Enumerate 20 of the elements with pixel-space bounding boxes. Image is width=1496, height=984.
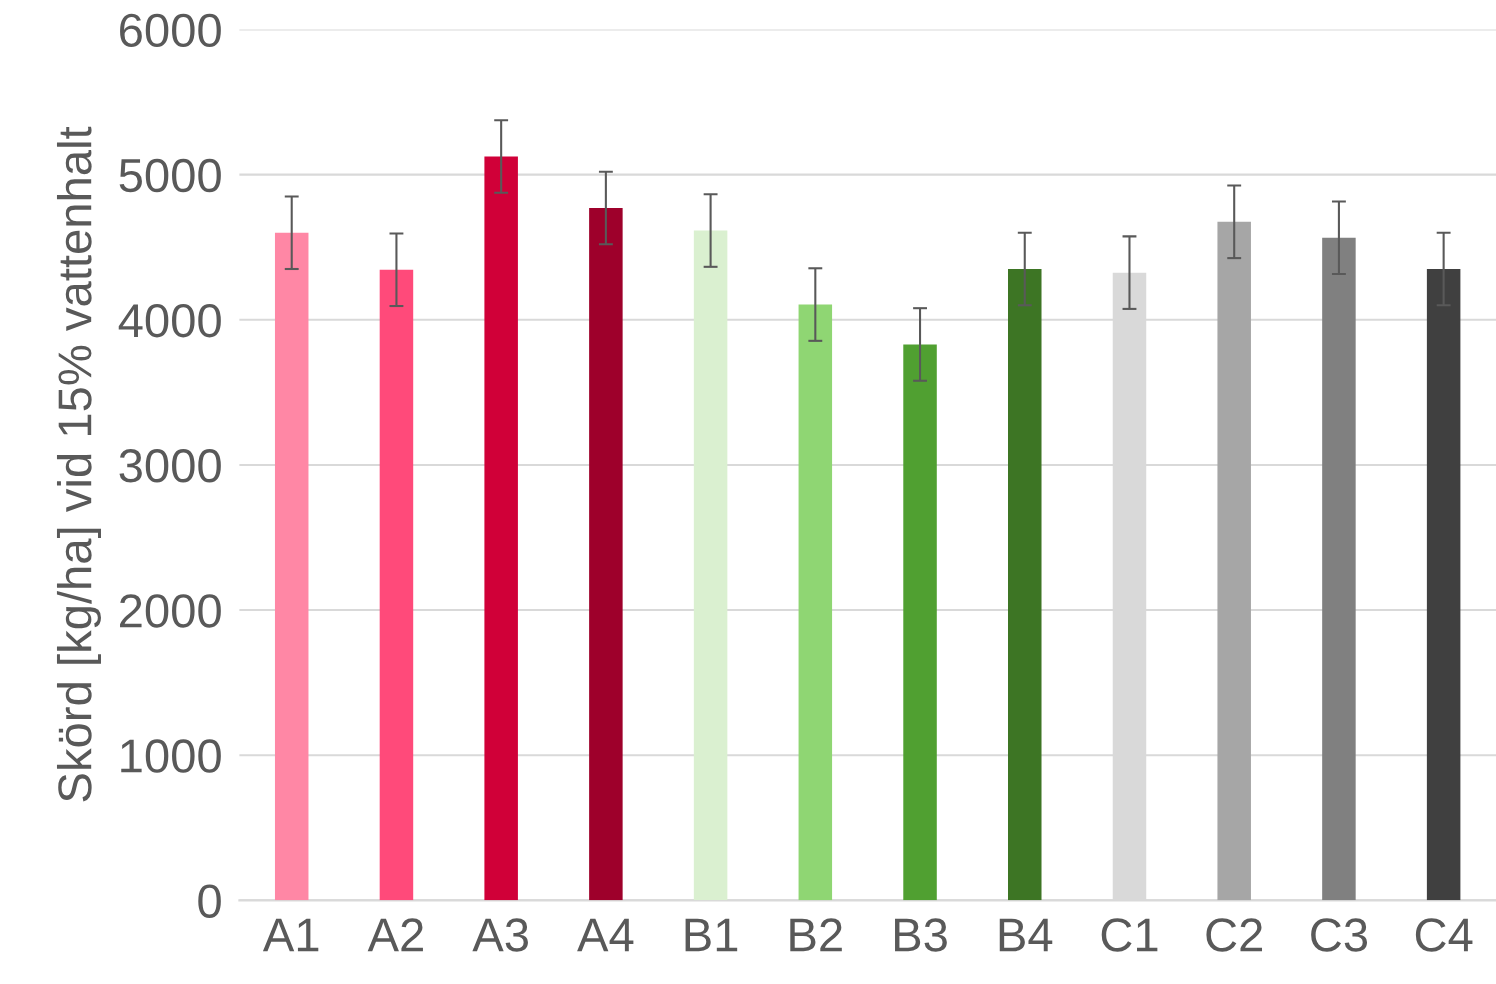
y-axis-title: Skörd [kg/ha] vid 15% vattenhalt (56, 126, 101, 802)
x-tick-label: A4 (577, 918, 634, 952)
y-tick-label: 2000 (120, 594, 221, 628)
y-tick-label: 5000 (119, 158, 221, 193)
x-tick-label: C3 (1311, 918, 1368, 952)
x-tick-label: B2 (790, 918, 842, 952)
x-tick-label: B3 (895, 918, 947, 952)
x-tick-label: B4 (999, 918, 1053, 952)
x-tick-label: B1 (685, 918, 738, 952)
y-tick-label: 6000 (120, 13, 221, 48)
y-tick-label: 3000 (119, 449, 221, 483)
y-tick-label: 4000 (118, 303, 221, 338)
y-tick-label: 0 (198, 884, 221, 918)
x-tick-label: A1 (262, 918, 319, 952)
x-tick-label: C4 (1415, 918, 1473, 952)
x-tick-label: A2 (367, 918, 423, 952)
x-tick-label: C2 (1206, 918, 1263, 952)
x-tick-label: A3 (472, 918, 528, 952)
x-tick-label: C1 (1101, 918, 1158, 952)
y-tick-label: 1000 (121, 739, 221, 773)
